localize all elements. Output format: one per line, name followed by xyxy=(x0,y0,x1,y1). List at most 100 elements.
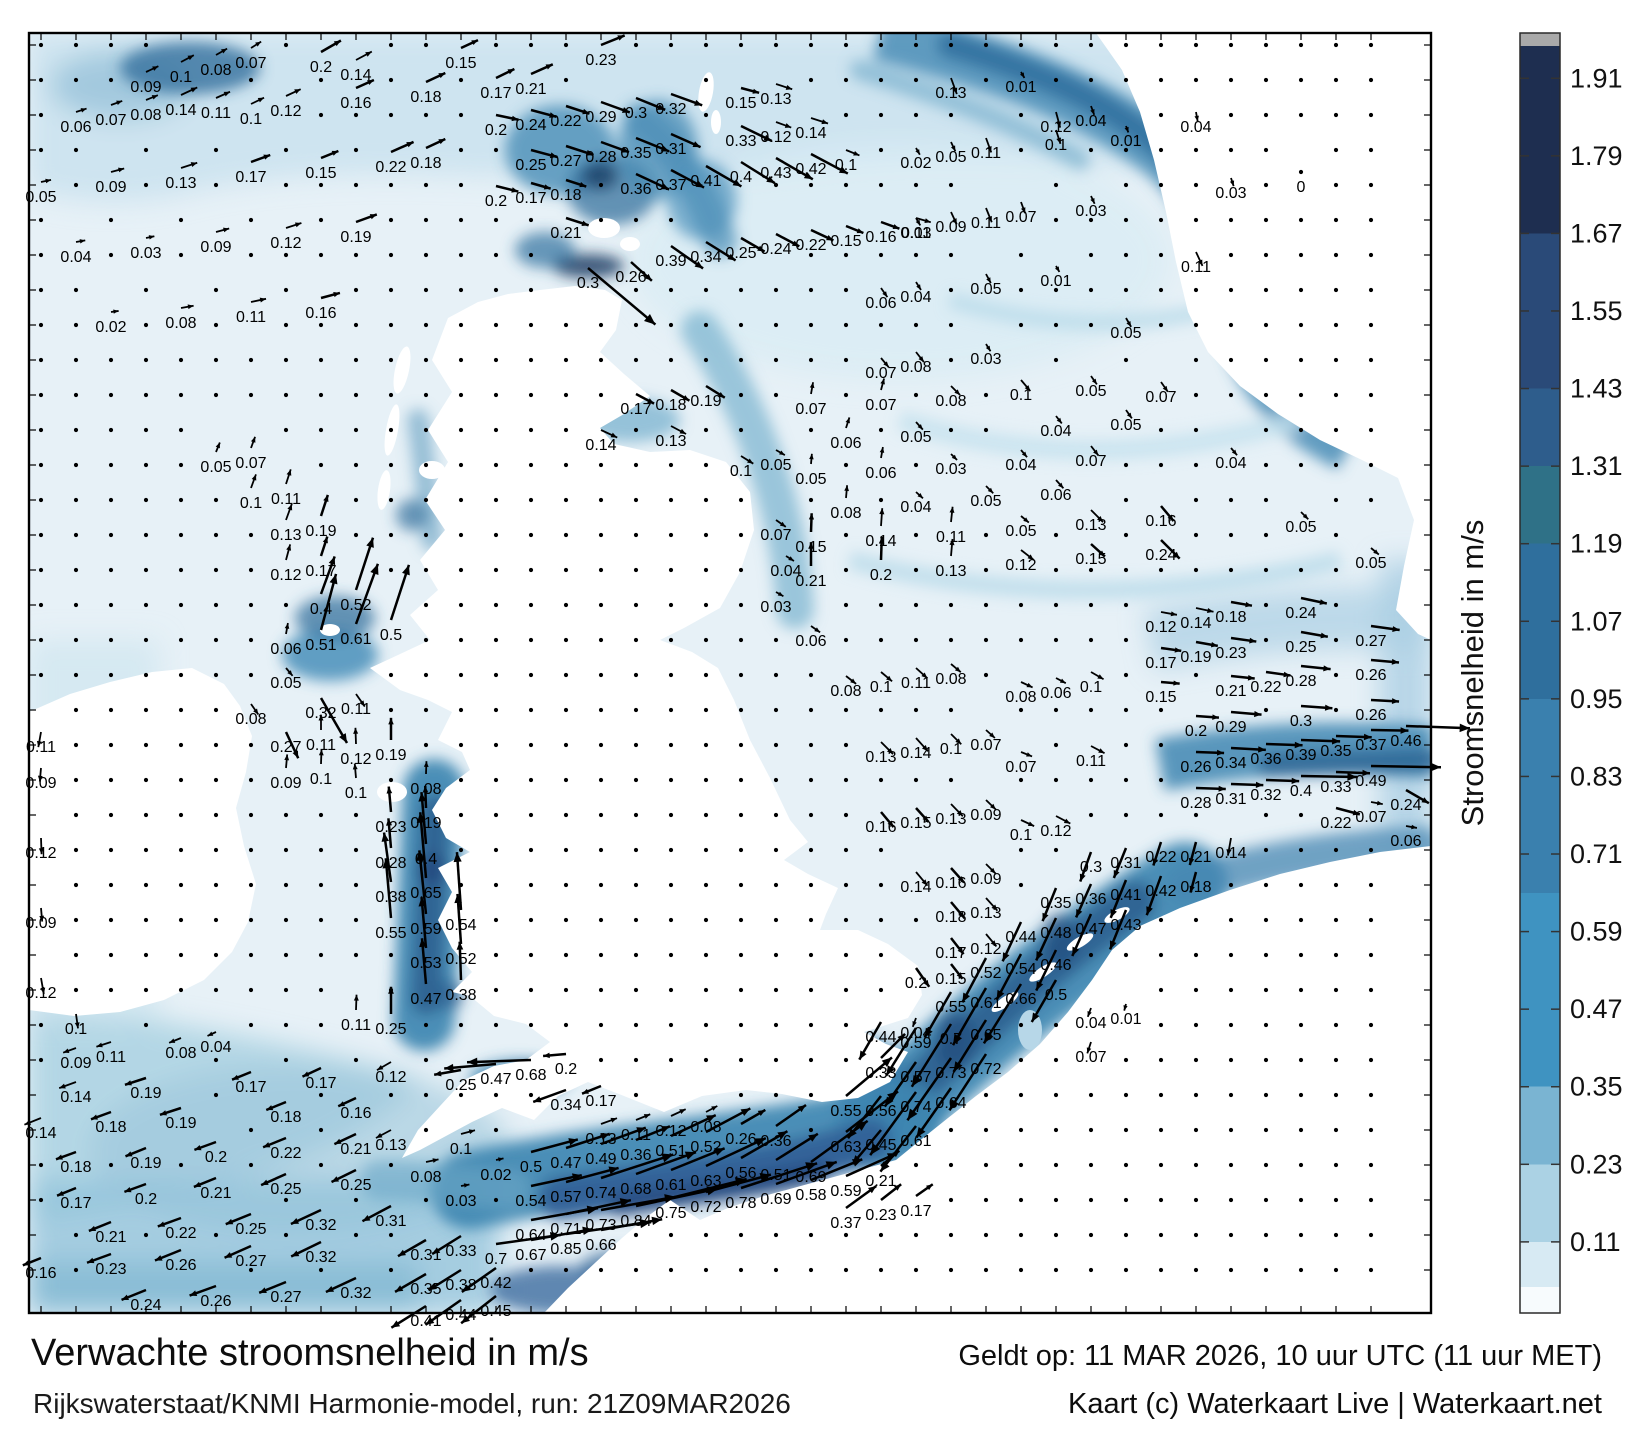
grid-dot xyxy=(283,1057,289,1063)
current-value-label: 0.04 xyxy=(1215,455,1246,472)
current-arrowhead xyxy=(907,1108,918,1121)
current-value-label: 0.19 xyxy=(130,1155,161,1172)
current-value-label: 0.11 xyxy=(236,309,266,326)
grid-dot xyxy=(773,1022,779,1028)
current-value-label: 0.12 xyxy=(375,1069,406,1086)
grid-dot xyxy=(38,77,44,83)
grid-dot xyxy=(668,952,674,958)
grid-dot xyxy=(423,217,429,223)
grid-dot xyxy=(458,847,464,853)
grid-dot xyxy=(1053,1232,1059,1238)
grid-dot xyxy=(1053,77,1059,83)
grid-dot xyxy=(108,742,114,748)
current-arrowhead xyxy=(991,904,998,911)
grid-dot xyxy=(878,952,884,958)
grid-dot xyxy=(353,182,359,188)
grid-dot xyxy=(493,42,499,48)
current-value-label: 0.37 xyxy=(830,1215,861,1232)
current-arrowhead xyxy=(328,556,336,566)
grid-dot xyxy=(948,1267,954,1273)
current-arrowhead xyxy=(660,183,670,190)
grid-dot xyxy=(528,357,534,363)
grid-dot xyxy=(178,427,184,433)
grid-dot xyxy=(808,42,814,48)
current-arrowhead xyxy=(954,666,961,673)
grid-dot xyxy=(528,1092,534,1098)
grid-dot xyxy=(1088,952,1094,958)
grid-dot xyxy=(248,602,254,608)
grid-dot xyxy=(1123,1232,1129,1238)
grid-dot xyxy=(493,882,499,888)
grid-dot xyxy=(1228,1162,1234,1168)
current-value-label: 0.03 xyxy=(445,1193,476,1210)
current-value-label: 0.1 xyxy=(345,785,367,802)
grid-dot xyxy=(283,147,289,153)
current-value-label: 0.1 xyxy=(240,495,262,512)
current-arrowhead xyxy=(897,1033,906,1042)
grid-dot xyxy=(703,987,709,993)
current-value-label: 0.22 xyxy=(1145,849,1176,866)
current-arrowhead xyxy=(1189,885,1195,893)
grid-dot xyxy=(633,812,639,818)
grid-dot xyxy=(843,532,849,538)
grid-dot xyxy=(773,42,779,48)
grid-dot xyxy=(1368,1092,1374,1098)
grid-dot xyxy=(143,847,149,853)
grid-dot xyxy=(1298,1162,1304,1168)
grid-dot xyxy=(1263,1267,1269,1273)
current-arrowhead xyxy=(250,436,256,443)
grid-dot xyxy=(983,1197,989,1203)
grid-dot xyxy=(1123,532,1129,538)
grid-dot xyxy=(388,287,394,293)
current-value-label: 0.01 xyxy=(1110,133,1141,150)
grid-dot xyxy=(843,182,849,188)
grid-dot xyxy=(703,637,709,643)
current-arrowhead xyxy=(582,108,590,115)
current-arrowhead xyxy=(692,141,701,148)
grid-dot xyxy=(213,357,219,363)
grid-dot xyxy=(1053,707,1059,713)
grid-dot xyxy=(633,742,639,748)
current-arrow xyxy=(419,812,428,879)
current-arrowhead xyxy=(986,146,992,153)
grid-dot xyxy=(493,777,499,783)
grid-dot xyxy=(843,392,849,398)
grid-dot xyxy=(318,427,324,433)
grid-dot xyxy=(668,567,674,573)
grid-dot xyxy=(773,1267,779,1273)
current-value-label: 0.7 xyxy=(485,1251,507,1268)
grid-dot xyxy=(353,1057,359,1063)
grid-dot xyxy=(388,1092,394,1098)
grid-dot xyxy=(143,637,149,643)
grid-dot xyxy=(843,812,849,818)
grid-dot xyxy=(1228,112,1234,118)
grid-dot xyxy=(388,497,394,503)
current-arrowhead xyxy=(425,1317,435,1325)
current-arrowhead xyxy=(953,1061,963,1072)
grid-dot xyxy=(318,1022,324,1028)
grid-dot xyxy=(1333,252,1339,258)
current-value-label: 0.22 xyxy=(270,1145,301,1162)
current-value-label: 0.12 xyxy=(1040,823,1071,840)
grid-dot xyxy=(73,812,79,818)
current-arrow xyxy=(810,1119,869,1164)
grid-dot xyxy=(1158,812,1164,818)
current-value-label: 0.05 xyxy=(1005,523,1036,540)
current-value-label: 0.22 xyxy=(550,113,581,130)
grid-dot xyxy=(1158,1092,1164,1098)
grid-dot xyxy=(948,252,954,258)
current-value-label: 0.14 xyxy=(900,745,931,762)
grid-dot xyxy=(878,882,884,888)
current-value-label: 0.26 xyxy=(165,1257,196,1274)
current-arrowhead xyxy=(844,485,849,492)
grid-dot xyxy=(283,847,289,853)
grid-dot xyxy=(773,987,779,993)
current-arrow xyxy=(948,1053,988,1112)
current-value-label: 0.13 xyxy=(935,563,966,580)
current-arrowhead xyxy=(381,832,390,842)
grid-dot xyxy=(563,707,569,713)
grid-dot xyxy=(1263,42,1269,48)
grid-dot xyxy=(283,392,289,398)
land-norway xyxy=(1096,33,1431,640)
grid-dot xyxy=(598,987,604,993)
